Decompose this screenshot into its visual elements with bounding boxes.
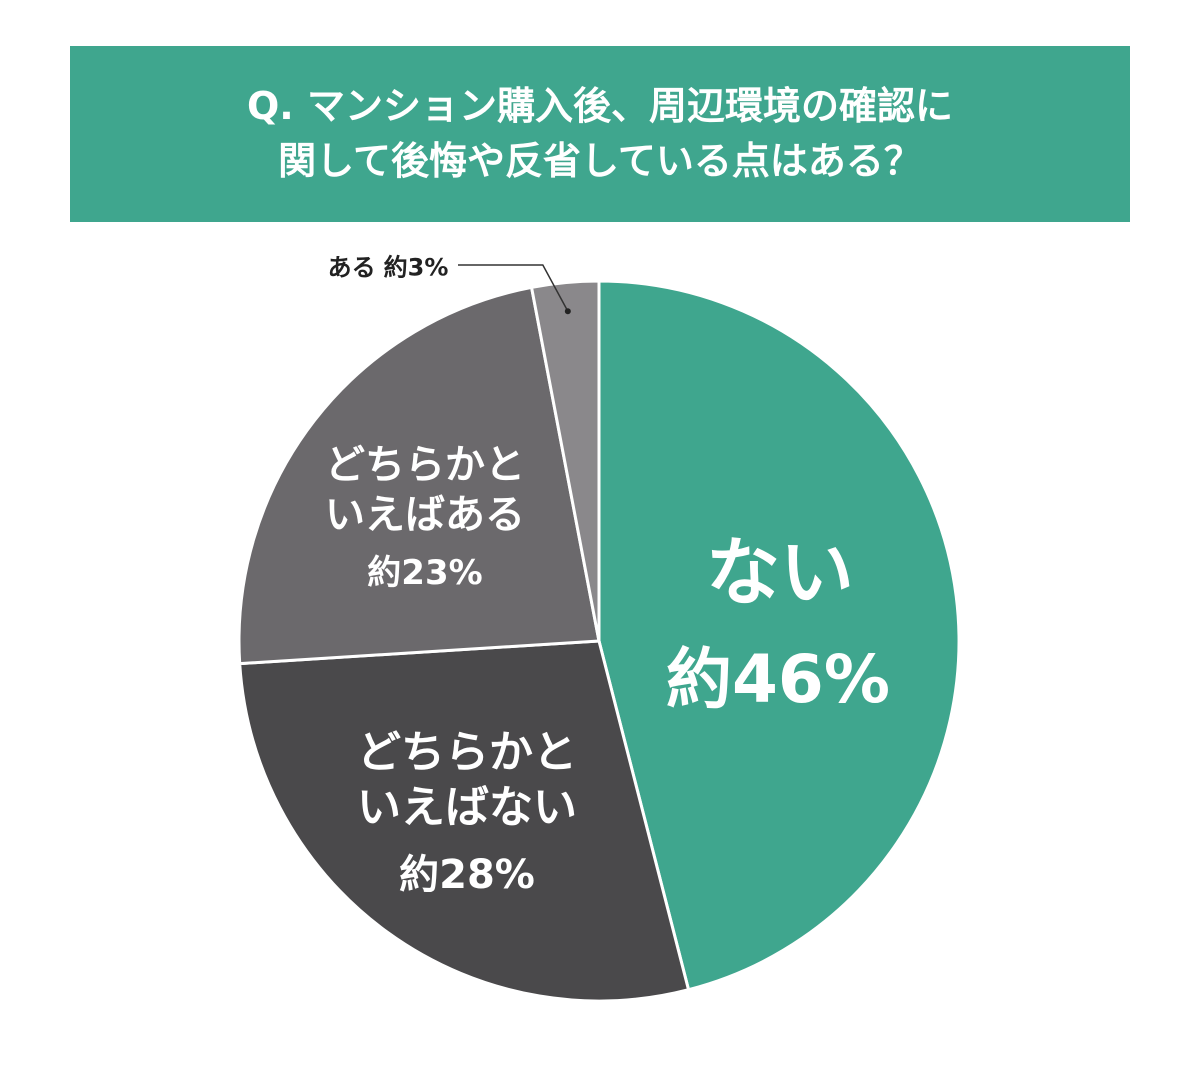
leader-line bbox=[458, 264, 569, 312]
leader-dot bbox=[564, 308, 571, 315]
value-label: 約46% bbox=[666, 640, 890, 718]
chart-title: Q. マンション購入後、周辺環境の確認に 関して後悔や反省している点はある？ bbox=[70, 46, 1130, 222]
outside-label: ある 約3% bbox=[328, 248, 449, 283]
pie-slice bbox=[238, 639, 691, 1003]
value-label: 約3% bbox=[383, 253, 449, 282]
category-label: ない bbox=[706, 529, 854, 616]
pie-slice bbox=[597, 279, 961, 992]
pie-slice bbox=[237, 285, 601, 666]
category-label: どちらかといえばある bbox=[325, 442, 525, 538]
category-label: ある bbox=[327, 253, 376, 282]
value-label: 約23% bbox=[367, 552, 483, 593]
pie-slice bbox=[529, 279, 601, 642]
category-label: どちらかといえばない bbox=[357, 727, 577, 833]
value-label: 約28% bbox=[399, 852, 535, 898]
